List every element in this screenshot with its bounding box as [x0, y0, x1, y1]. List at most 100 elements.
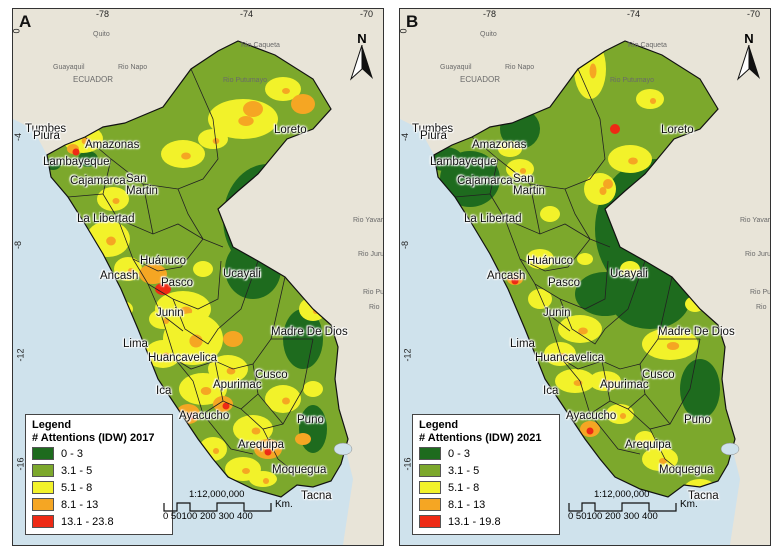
region-label: Loreto: [274, 124, 307, 136]
region-label: Amazonas: [85, 139, 140, 151]
region-label: Lima: [123, 338, 148, 350]
idw-peak: [541, 397, 549, 405]
scale-bar-graphic: [568, 502, 677, 512]
region-label: Cusco: [642, 369, 675, 381]
idw-hotspot-core: [251, 427, 261, 435]
idw-hotspot-core: [628, 157, 638, 165]
idw-hotspot-core: [238, 116, 254, 126]
north-arrow: N: [736, 32, 762, 86]
legend-title: Legend: [419, 419, 459, 431]
region-label: Tumbes: [25, 123, 67, 135]
region-label: Lambayeque: [43, 156, 110, 168]
department-border: [644, 393, 671, 425]
idw-hotspot: [303, 381, 323, 397]
idw-hotspot: [620, 261, 640, 277]
idw-low-area: [299, 405, 327, 453]
idw-hotspot: [606, 404, 634, 424]
longitude-label: -78: [483, 9, 497, 19]
department-border: [262, 428, 294, 472]
idw-hotspot: [97, 187, 129, 211]
idw-hotspot-core: [112, 198, 120, 204]
department-border: [202, 413, 254, 455]
legend-row: 13.1 - 19.8: [419, 513, 553, 530]
idw-hotspot: [243, 101, 263, 117]
region-label: Huancavelica: [535, 352, 605, 364]
idw-peak: [511, 277, 519, 285]
region-label: Moquegua: [272, 464, 327, 476]
background-label: Rio Putumayo: [610, 77, 654, 84]
idw-peak: [160, 285, 168, 293]
idw-hotspot: [506, 159, 534, 179]
legend-range: 8.1 - 13: [448, 498, 486, 511]
legend-range: 3.1 - 5: [448, 464, 480, 477]
longitude-label: -70: [360, 9, 374, 19]
region-label: Ica: [543, 385, 559, 397]
region-label: Ancash: [487, 270, 526, 282]
latitude-label: -16: [402, 457, 413, 471]
longitude-label: -70: [747, 9, 761, 19]
latitude-label: 0: [399, 28, 409, 34]
map-panel-a: A N -78 -74 -70 0 -4 -8 -12 -16 ECUADOR Quito Guayaq…: [12, 8, 384, 546]
legend-range: 5.1 - 8: [61, 481, 93, 494]
region-label: Piura: [33, 130, 60, 142]
idw-peak: [72, 148, 80, 156]
region-label: San: [513, 173, 534, 185]
panel-letter: B: [406, 12, 419, 31]
idw-hotspot-core: [262, 478, 270, 484]
region-label: Tacna: [688, 490, 719, 502]
scale-unit: Km.: [275, 499, 293, 510]
region-label: Junin: [543, 307, 571, 319]
north-arrow-icon: [736, 44, 760, 81]
legend-range: 0 - 3: [61, 447, 84, 460]
longitude-label: -74: [627, 9, 641, 19]
north-label: N: [357, 31, 367, 46]
idw-hotspot-core: [106, 236, 116, 246]
region-label: Amazonas: [472, 139, 527, 151]
idw-hotspot: [498, 141, 522, 157]
idw-peak: [264, 448, 272, 456]
legend-title: Legend: [32, 419, 72, 431]
background-label: Guayaquil: [440, 64, 472, 71]
neighbour-land: [400, 9, 770, 545]
idw-hotspot: [149, 309, 177, 329]
latitude-label: 0: [12, 28, 22, 34]
department-border: [564, 188, 591, 240]
background-label: Rio Putumayo: [223, 77, 267, 84]
region-label: Moquegua: [659, 464, 714, 476]
legend-subtitle: # Attentions (IDW) 2021: [419, 432, 542, 444]
idw-hotspot: [249, 471, 277, 487]
region-label: La Libertad: [464, 213, 522, 225]
idw-hotspot-core: [189, 334, 203, 348]
legend-row: 3.1 - 5: [419, 462, 553, 479]
region-label: Ucayali: [610, 268, 648, 280]
scale-bar-graphic: [163, 502, 272, 512]
region-label: Tacna: [301, 490, 332, 502]
legend-range: 8.1 - 13: [61, 498, 99, 511]
legend-row: 8.1 - 13: [32, 496, 166, 513]
region-label: Ica: [156, 385, 172, 397]
legend-range: 0 - 3: [448, 447, 471, 460]
idw-hotspot-core: [212, 448, 220, 454]
idw-hotspot: [139, 264, 167, 284]
legend: Legend # Attentions (IDW) 2017 0 - 3 3.1 - …: [25, 414, 173, 535]
idw-hotspot-core: [282, 88, 290, 94]
region-label: Martin: [513, 185, 545, 197]
background-label: Rio Yavari: [353, 217, 384, 224]
latitude-label: -12: [402, 348, 413, 362]
lake-titicaca: [333, 442, 353, 456]
lake-titicaca: [720, 442, 740, 456]
idw-hotspot-core: [127, 268, 135, 274]
longitude-label: -74: [240, 9, 254, 19]
idw-hotspot: [291, 94, 315, 114]
legend-swatch: [32, 515, 54, 528]
idw-hotspot: [265, 77, 301, 101]
idw-hotspot-core: [539, 258, 547, 264]
background-label: Quito: [93, 31, 110, 38]
idw-hotspot: [199, 437, 227, 461]
idw-hotspot-core: [649, 98, 657, 104]
region-label: Cusco: [255, 369, 288, 381]
map-panel-b: B N -78 -74 -70 0 -4 -8 -12 -16 ECUADOR Quito Guayaq…: [399, 8, 771, 546]
legend-row: 0 - 3: [32, 445, 166, 462]
country-label-ecuador: ECUADOR: [460, 75, 501, 84]
latitude-label: -4: [13, 132, 24, 142]
